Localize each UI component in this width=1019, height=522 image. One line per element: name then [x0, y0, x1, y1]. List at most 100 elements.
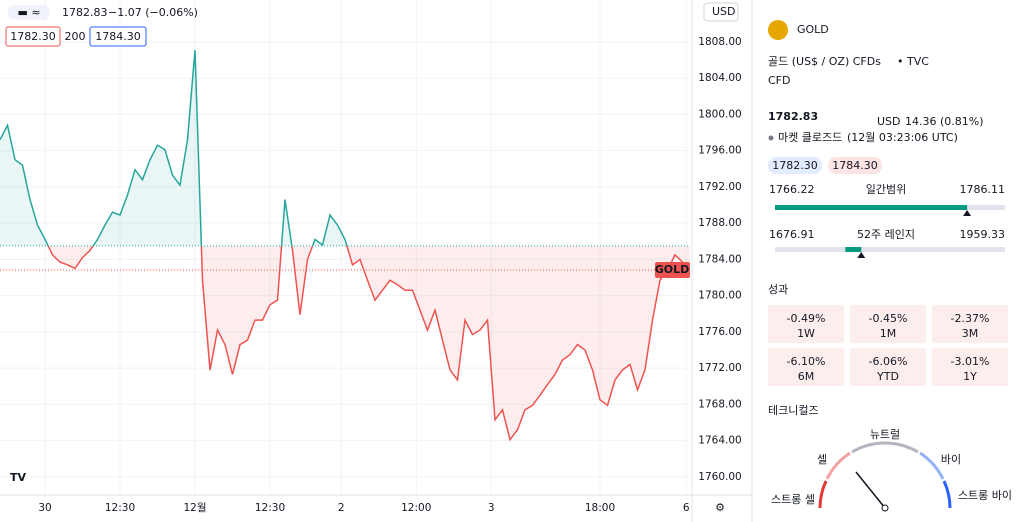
ask-pill	[828, 157, 882, 174]
bid-pill	[768, 157, 822, 174]
ask: 1784.30	[832, 159, 878, 172]
range-marker	[963, 210, 972, 216]
kind: CFD	[768, 74, 790, 87]
y-tick-label: 1800.00	[698, 108, 741, 120]
price-line	[47, 245, 690, 442]
gauge-arc	[825, 451, 851, 480]
x-tick-label: 12:30	[105, 502, 135, 514]
perf-cell	[768, 305, 844, 343]
x-tick-label: 3	[488, 502, 495, 514]
change: 14.36 (0.81%)	[905, 115, 984, 128]
x-tick-label: 18:00	[585, 502, 615, 514]
section-title: 테크니컬즈	[768, 404, 819, 417]
range-fill	[845, 247, 862, 252]
settings-icon[interactable]: ⚙	[715, 501, 725, 514]
perf-period: YTD	[876, 370, 899, 383]
perf-value: -0.49%	[787, 312, 826, 325]
gauge-pivot	[881, 504, 889, 512]
range-high: 1786.11	[960, 183, 1006, 196]
range-high: 1959.33	[960, 228, 1006, 241]
gauge-label: 스트롱 바이	[958, 489, 1012, 502]
last-price-tag	[655, 262, 690, 279]
perf-value: -2.37%	[951, 312, 990, 325]
symbol-icon	[768, 20, 788, 40]
legend-icon: ▬ ≈	[17, 6, 40, 19]
x-tick-label: 6	[683, 502, 690, 514]
perf-value: -0.45%	[869, 312, 908, 325]
logo[interactable]: TV	[10, 471, 27, 484]
y-tick-label: 1764.00	[698, 435, 741, 447]
ask-box[interactable]	[89, 26, 147, 47]
perf-cell	[932, 348, 1008, 386]
range-label: 일간범위	[866, 182, 906, 196]
range-track	[775, 247, 1005, 252]
perf-value: -6.06%	[869, 355, 908, 368]
perf-cell	[850, 305, 926, 343]
ask: 1784.30	[95, 30, 141, 43]
y-tick-label: 1772.00	[698, 362, 741, 374]
perf-period: 6M	[798, 370, 815, 383]
range-fill	[775, 205, 968, 210]
exchange: • TVC	[897, 55, 929, 68]
x-tick-label: 30	[38, 502, 51, 514]
range-low: 1676.91	[769, 228, 815, 241]
gauge-label: 스트롱 셀	[771, 493, 815, 506]
perf-period: 1W	[797, 327, 815, 340]
status: 마켓 클로즈드	[778, 131, 842, 144]
range-label: 52주 레인지	[857, 228, 915, 241]
x-tick-label: 2	[338, 502, 345, 514]
range-marker	[857, 252, 866, 258]
legend-price: 1782.83	[62, 6, 108, 19]
x-tick-label: 12:30	[255, 502, 285, 514]
status-time: (12월 03:23:06 UTC)	[847, 131, 958, 144]
perf-value: -6.10%	[787, 355, 826, 368]
price-line	[0, 50, 348, 246]
y-tick-label: 1780.00	[698, 290, 741, 302]
gauge-label: 셀	[817, 453, 827, 466]
area-up	[0, 50, 347, 246]
gauge-arc	[919, 451, 945, 480]
perf-value: -3.01%	[951, 355, 990, 368]
bid: 1782.30	[10, 30, 56, 43]
x-tick-label: 12:00	[401, 502, 431, 514]
gauge	[818, 441, 952, 509]
gauge-arc	[942, 480, 952, 509]
gauge-arc	[851, 441, 919, 454]
perf-period: 1M	[880, 327, 897, 340]
gauge-label: 바이	[941, 453, 961, 466]
y-tick-label: 1796.00	[698, 145, 741, 157]
status-dot	[768, 135, 774, 141]
currency: USD	[877, 115, 901, 128]
y-tick-label: 1788.00	[698, 217, 741, 229]
y-tick-label: 1792.00	[698, 181, 741, 193]
y-tick-label: 1808.00	[698, 36, 741, 48]
gauge-label: 뉴트럴	[870, 428, 900, 441]
section-title: 성과	[768, 283, 788, 296]
legend-toggle[interactable]	[8, 5, 50, 20]
spread: 200	[65, 30, 86, 43]
perf-cell	[768, 348, 844, 386]
area-down	[0, 245, 690, 440]
y-tick-label: 1784.00	[698, 253, 741, 265]
bid-box[interactable]	[5, 26, 61, 47]
perf-cell	[850, 348, 926, 386]
perf-period: 3M	[962, 327, 979, 340]
bid: 1782.30	[772, 159, 818, 172]
gauge-needle	[855, 471, 886, 509]
price: 1782.83	[768, 110, 818, 123]
symbol: GOLD	[797, 23, 829, 36]
y-tick-label: 1804.00	[698, 72, 741, 84]
gauge-arc	[818, 480, 828, 509]
currency-label[interactable]: USD	[712, 5, 736, 18]
currency-button[interactable]	[703, 2, 739, 22]
perf-cell	[932, 305, 1008, 343]
y-tick-label: 1768.00	[698, 398, 741, 410]
perf-period: 1Y	[963, 370, 977, 383]
y-tick-label: 1760.00	[698, 471, 741, 483]
last-price-tag-label: GOLD	[655, 263, 690, 276]
x-tick-label: 12월	[183, 502, 206, 514]
range-low: 1766.22	[769, 183, 815, 196]
y-tick-label: 1776.00	[698, 326, 741, 338]
legend-change: −1.07 (−0.06%)	[108, 6, 198, 19]
